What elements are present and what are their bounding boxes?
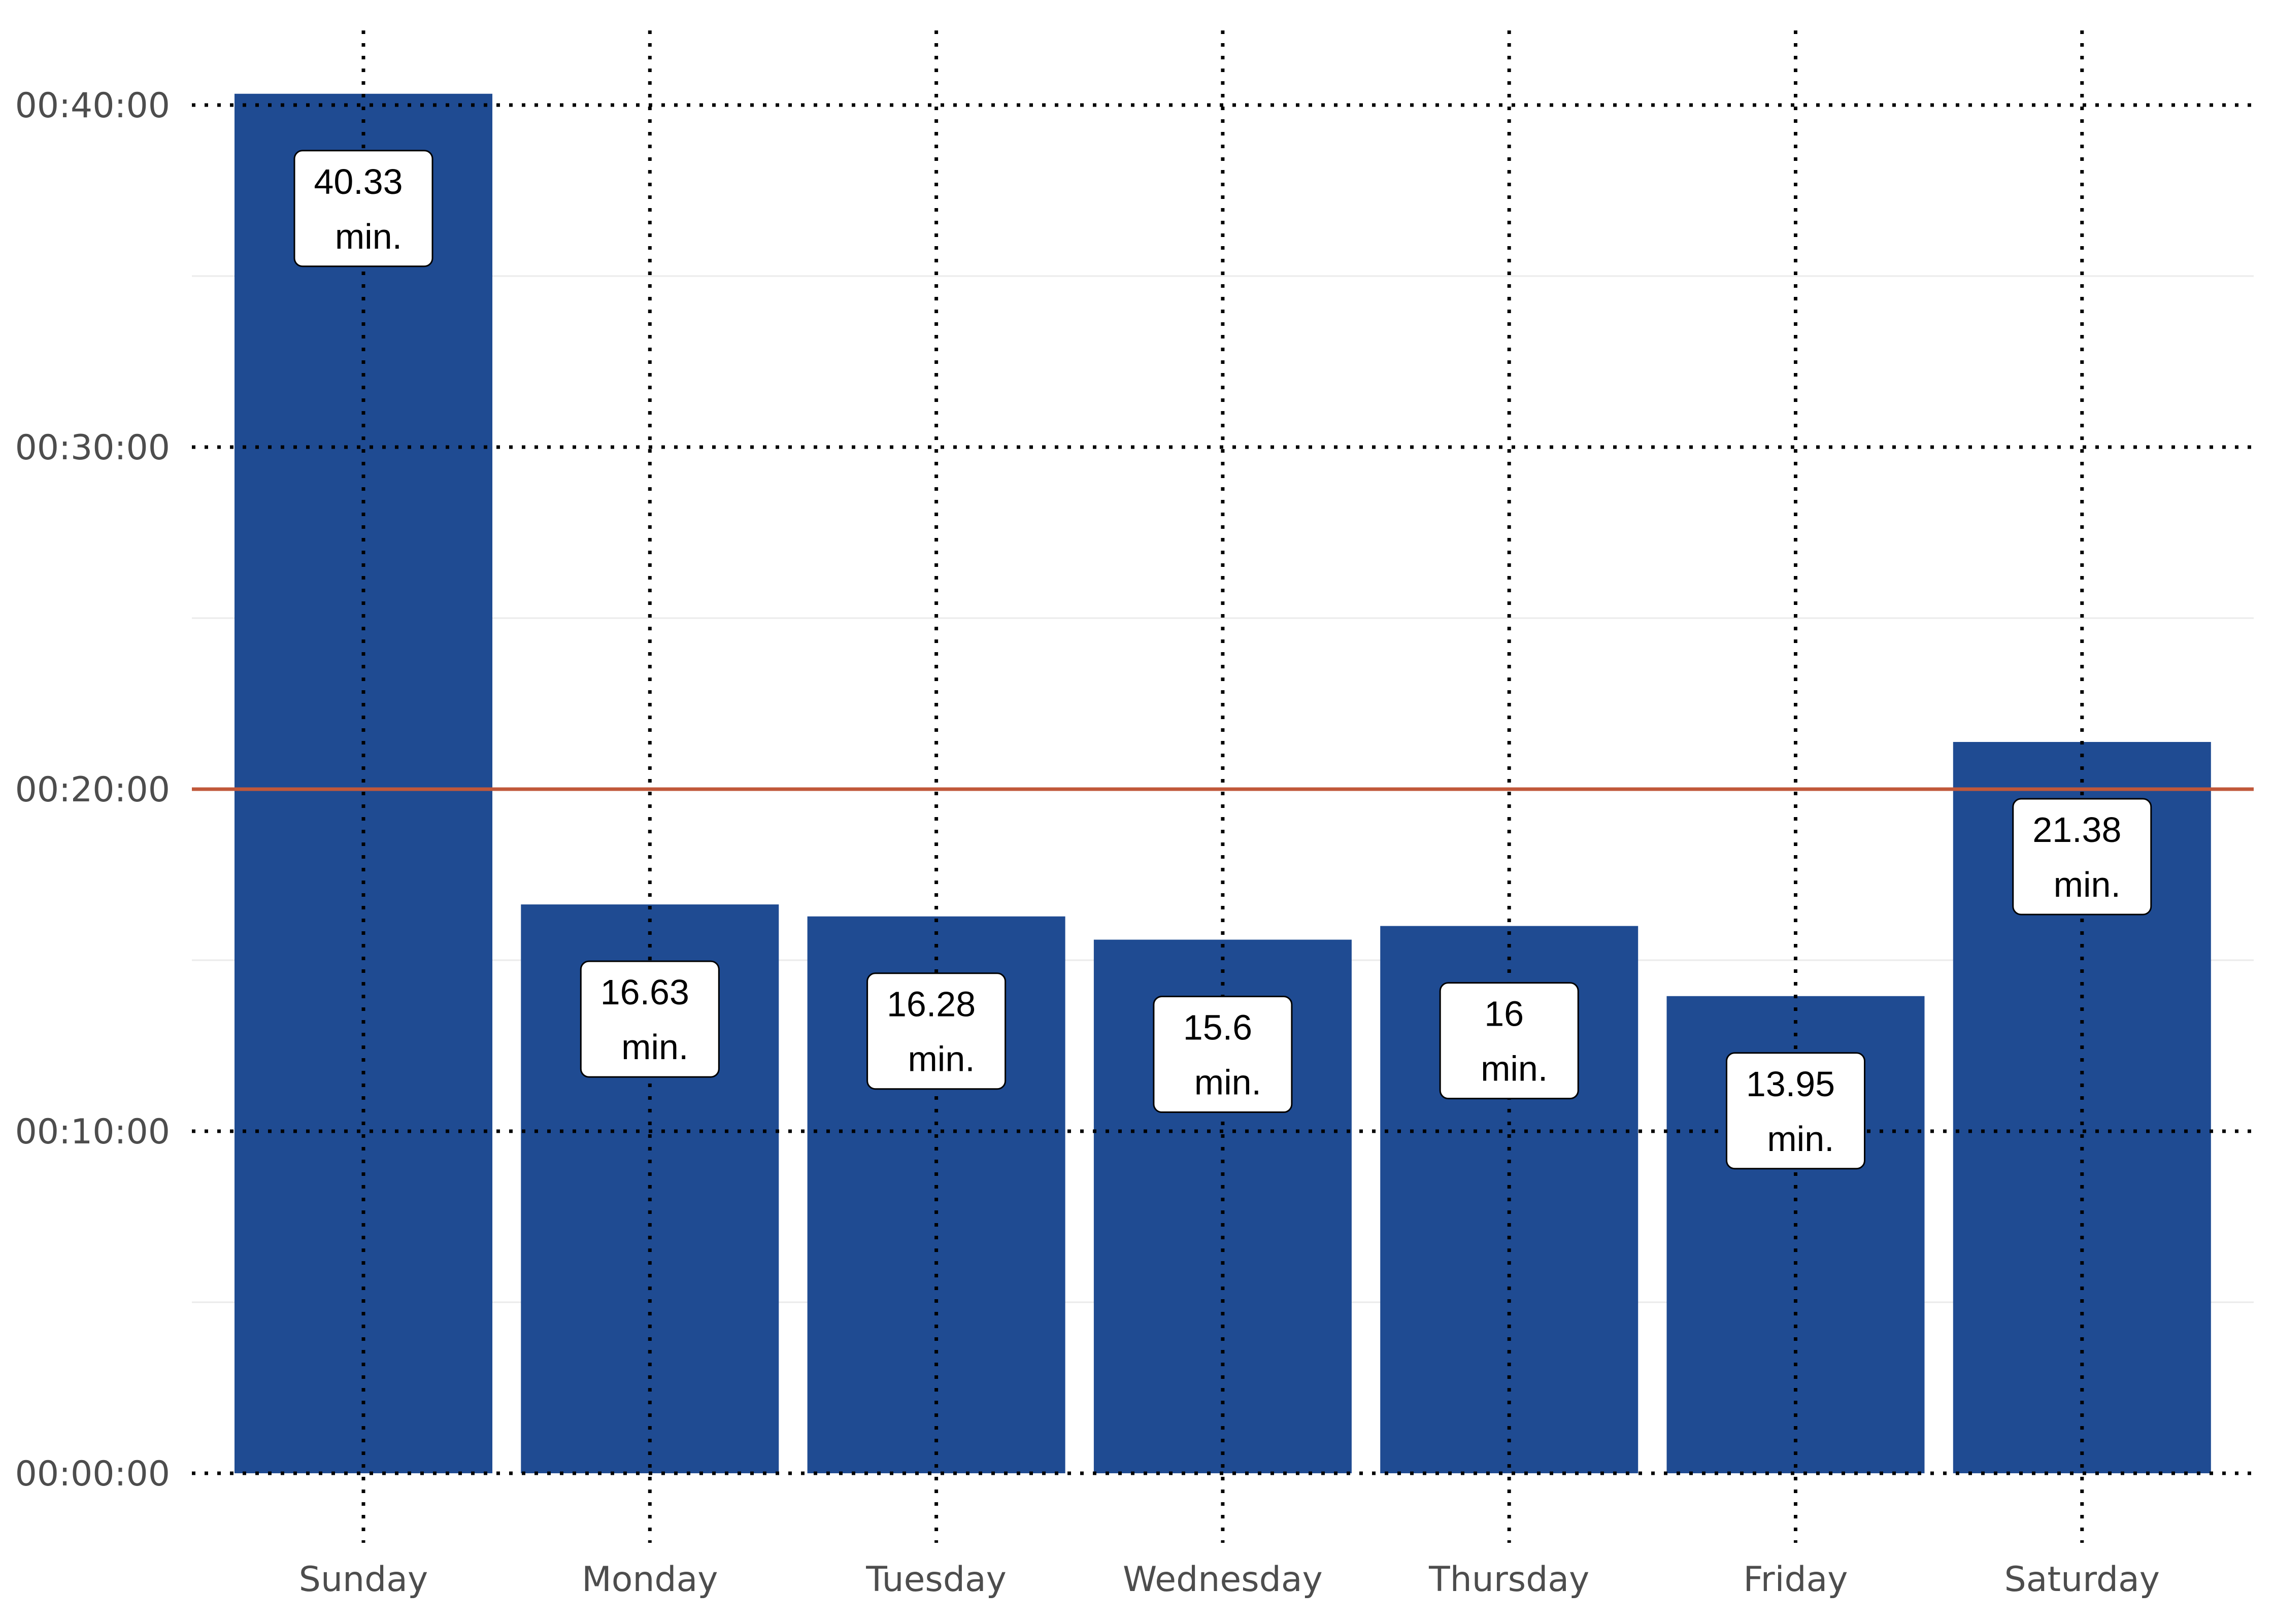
data-label-unit: min. <box>1767 1119 1834 1159</box>
data-labels-layer: 40.33 min. 16.63 min. 16.28 min. 15.6 min. 16 min… <box>293 150 2152 1170</box>
data-label-box <box>1153 996 1293 1113</box>
data-label-box <box>1726 1052 1865 1170</box>
data-label-value: 21.38 <box>2032 810 2121 850</box>
data-label-box <box>293 150 433 267</box>
bars-layer <box>235 93 2211 1473</box>
data-label-value: 16.63 <box>600 972 689 1012</box>
x-tick-label: Tuesday <box>865 1560 1007 1600</box>
data-label-unit: min. <box>1481 1049 1548 1089</box>
axis-labels-layer: 00:00:00 00:10:00 00:20:00 00:30:00 00:40:00… <box>15 86 2160 1600</box>
data-label: 16 min. <box>1439 982 1579 1100</box>
data-label-box <box>866 972 1007 1090</box>
y-tick-label: 00:30:00 <box>15 428 170 468</box>
data-label: 16.28 min. <box>866 972 1007 1090</box>
x-tick-label: Thursday <box>1428 1560 1589 1600</box>
x-tick-label: Sunday <box>299 1560 428 1600</box>
data-label-box <box>2012 798 2152 916</box>
data-label-value: 16 <box>1484 994 1524 1034</box>
data-label-value: 16.28 <box>887 985 976 1024</box>
data-label-unit: min. <box>1194 1063 1261 1102</box>
data-label-unit: min. <box>335 217 402 256</box>
y-tick-label: 00:00:00 <box>15 1454 170 1494</box>
data-label-unit: min. <box>908 1039 975 1079</box>
x-tick-label: Friday <box>1743 1560 1848 1600</box>
data-label-box <box>1439 982 1579 1100</box>
data-label-box <box>580 960 720 1078</box>
y-tick-label: 00:20:00 <box>15 770 170 810</box>
data-label: 16.63 min. <box>580 960 720 1078</box>
bar-sunday <box>235 93 492 1473</box>
y-tick-label: 00:40:00 <box>15 86 170 126</box>
data-label: 21.38 min. <box>2012 798 2152 916</box>
data-label-value: 15.6 <box>1183 1008 1252 1047</box>
x-tick-label: Saturday <box>2004 1560 2160 1600</box>
data-label-unit: min. <box>2054 865 2121 904</box>
x-tick-label: Monday <box>582 1560 718 1600</box>
data-label: 15.6 min. <box>1153 996 1293 1113</box>
y-tick-label: 00:10:00 <box>15 1112 170 1152</box>
data-label: 40.33 min. <box>293 150 433 267</box>
data-label-value: 13.95 <box>1746 1064 1835 1104</box>
data-label: 13.95 min. <box>1726 1052 1865 1170</box>
data-label-unit: min. <box>621 1027 688 1067</box>
x-tick-label: Wednesday <box>1123 1560 1323 1600</box>
data-label-value: 40.33 <box>314 162 403 201</box>
